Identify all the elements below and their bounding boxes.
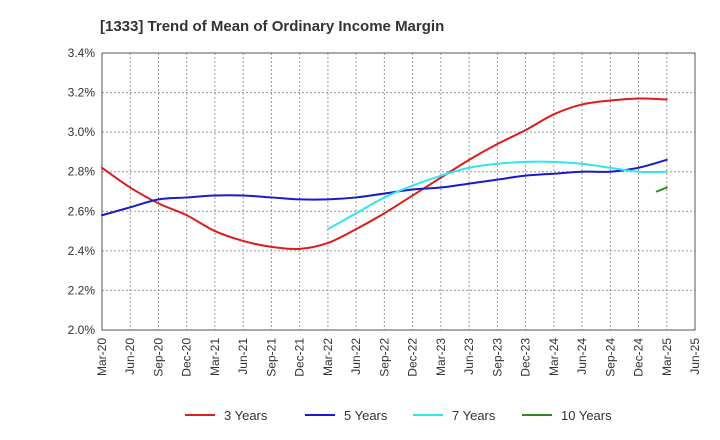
x-tick-label: Jun-24 [575,338,589,375]
y-tick-label: 2.6% [68,204,96,218]
x-tick-label: Jun-23 [462,338,476,375]
y-tick-label: 2.0% [68,323,96,337]
x-tick-label: Jun-25 [688,338,702,375]
y-tick-label: 3.2% [68,86,96,100]
series-line-10-years [655,186,668,193]
series-line-7-years [326,160,668,231]
y-tick-label: 3.4% [68,46,96,60]
legend-label: 10 Years [561,408,612,423]
x-tick-label: Sep-23 [490,338,504,377]
legend-item-10-years: 10 Years [522,408,612,423]
plot-area: 2.0% 2.2% 2.4% 2.6% 2.8% 3.0% 3.2% 3.4% Mar-20 Ju… [68,46,702,377]
x-tick-label: Sep-22 [377,338,391,377]
x-tick-label: Dec-24 [632,338,646,377]
series-line-3-years [101,97,668,251]
x-tick-label: Sep-24 [603,338,617,377]
x-tick-label: Dec-20 [180,338,194,377]
legend-item-5-years: 5 Years [305,408,388,423]
legend-label: 3 Years [224,408,268,423]
y-tick-label: 2.8% [68,165,96,179]
y-tick-label: 3.0% [68,125,96,139]
x-tick-label: Dec-22 [406,338,420,377]
x-tick-label: Mar-21 [208,338,222,376]
x-tick-label: Jun-21 [236,338,250,375]
legend-item-3-years: 3 Years [185,408,268,423]
y-tick-label: 2.2% [68,283,96,297]
legend-label: 7 Years [452,408,496,423]
x-tick-label: Sep-20 [151,338,165,377]
x-tick-label: Mar-24 [547,338,561,376]
legend: 3 Years 5 Years 7 Years 10 Years [185,408,612,423]
x-tick-label: Jun-22 [349,338,363,375]
y-tick-label: 2.4% [68,244,96,258]
plot-border [101,52,696,331]
x-tick-label: Mar-25 [660,338,674,376]
x-tick-label: Mar-22 [321,338,335,376]
x-tick-label: Sep-21 [264,338,278,377]
chart-title: [1333] Trend of Mean of Ordinary Income … [100,18,444,35]
x-tick-label: Dec-23 [519,338,533,377]
x-tick-label: Mar-20 [95,338,109,376]
x-tick-label: Jun-20 [123,338,137,375]
series-line-5-years [101,158,668,217]
legend-label: 5 Years [344,408,388,423]
legend-item-7-years: 7 Years [413,408,496,423]
x-tick-label: Dec-21 [293,338,307,377]
x-tick-label: Mar-23 [434,338,448,376]
